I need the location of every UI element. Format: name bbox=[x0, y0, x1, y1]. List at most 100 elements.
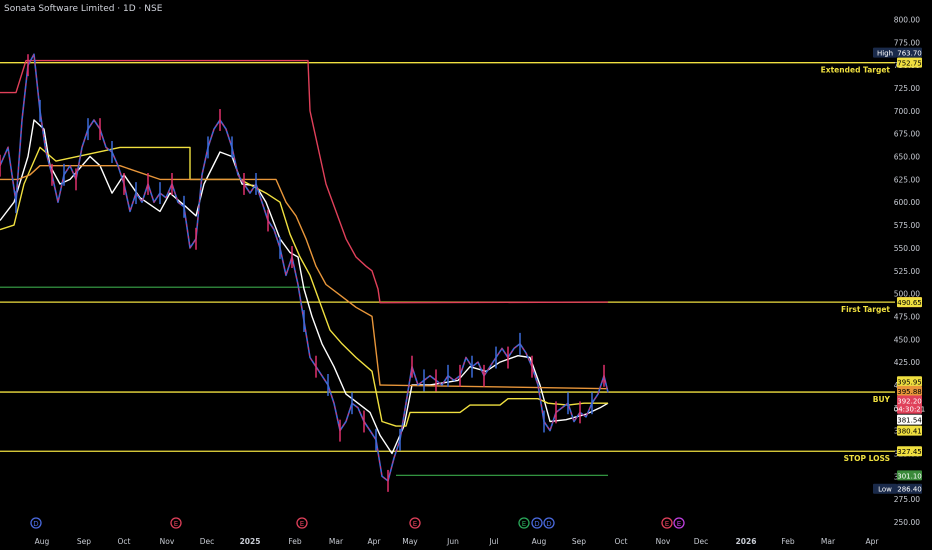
level-label: First Target bbox=[841, 305, 890, 314]
price-badge-tag: High bbox=[877, 50, 893, 58]
event-marker-letter: D bbox=[33, 520, 38, 528]
event-marker-letter: E bbox=[174, 520, 178, 528]
x-axis: Aug Sep Oct Nov Dec 2025 Feb Mar Apr May Jun Jul Aug… bbox=[35, 537, 880, 546]
event-marker-ring bbox=[531, 517, 543, 529]
x-tick-label: Mar bbox=[329, 537, 344, 546]
x-tick-label: Sep bbox=[572, 537, 586, 546]
event-marker-letter: E bbox=[522, 520, 526, 528]
event-marker-ring bbox=[170, 517, 182, 529]
price-badge-bg bbox=[897, 297, 922, 308]
price-badge-value: 763.70 bbox=[897, 50, 922, 58]
price-badge-value: 392.20 bbox=[897, 397, 922, 405]
event-marker[interactable]: D bbox=[531, 517, 543, 529]
event-marker-ring bbox=[409, 517, 421, 529]
x-tick-label: Feb bbox=[781, 537, 795, 546]
price-badge-value: 395.88 bbox=[897, 388, 922, 396]
y-tick-label: 600.00 bbox=[894, 198, 920, 207]
event-marker-ring bbox=[296, 517, 308, 529]
y-tick-label: 675.00 bbox=[894, 130, 920, 139]
price-badge: 327.45 bbox=[897, 446, 922, 457]
indicator-line-white bbox=[0, 119, 609, 455]
price-badge: 381.54 bbox=[897, 414, 922, 425]
event-marker[interactable]: E bbox=[673, 517, 685, 529]
event-marker-letter: E bbox=[300, 520, 304, 528]
y-tick-label: 550.00 bbox=[894, 244, 920, 253]
price-badge: Low 286.40 bbox=[873, 483, 922, 494]
x-tick-label: 2025 bbox=[240, 537, 261, 546]
event-marker-ring bbox=[673, 517, 685, 529]
event-marker-letter: E bbox=[413, 520, 417, 528]
event-marker[interactable]: E bbox=[296, 517, 308, 529]
price-badge: 04:30:21 bbox=[894, 403, 925, 414]
x-tick-label: Apr bbox=[866, 537, 880, 546]
price-badge-value: 381.54 bbox=[897, 417, 922, 425]
price-badge-tag-bg bbox=[873, 483, 897, 494]
y-tick-label: 625.00 bbox=[894, 175, 920, 184]
indicator-lines bbox=[0, 59, 609, 455]
x-tick-label: Nov bbox=[656, 537, 671, 546]
event-marker[interactable]: E bbox=[661, 517, 673, 529]
level-label: Extended Target bbox=[821, 66, 891, 75]
event-marker[interactable]: E bbox=[170, 517, 182, 529]
x-tick-label: Oct bbox=[118, 537, 131, 546]
x-tick-label: Oct bbox=[615, 537, 628, 546]
event-marker-letter: E bbox=[677, 520, 681, 528]
y-tick-label: 525.00 bbox=[894, 267, 920, 276]
price-series bbox=[0, 52, 609, 492]
y-tick-label: 475.00 bbox=[894, 312, 920, 321]
price-badge: 752.75 bbox=[897, 57, 922, 68]
price-badge-value: 380.41 bbox=[897, 428, 922, 436]
x-tick-label: Nov bbox=[160, 537, 175, 546]
x-tick-label: Aug bbox=[532, 537, 547, 546]
y-tick-label: 700.00 bbox=[894, 107, 920, 116]
level-lines: Extended Target First Target BUY STOP LOSS bbox=[0, 62, 895, 476]
price-badge-bg bbox=[897, 414, 922, 425]
price-badge-bg bbox=[897, 470, 922, 481]
level-label: BUY bbox=[873, 395, 891, 404]
x-tick-label: Feb bbox=[288, 537, 302, 546]
event-marker-letter: E bbox=[665, 520, 669, 528]
price-badge: 301.10 bbox=[897, 470, 922, 481]
y-tick-label: 725.00 bbox=[894, 84, 920, 93]
y-tick-label: 275.00 bbox=[894, 495, 920, 504]
price-badge-tag: Low bbox=[878, 486, 892, 494]
x-tick-label: May bbox=[402, 537, 418, 546]
event-marker[interactable]: E bbox=[518, 517, 530, 529]
price-badge-bg bbox=[897, 425, 922, 436]
price-badge: 490.65 bbox=[897, 297, 922, 308]
event-marker[interactable]: E bbox=[409, 517, 421, 529]
event-marker-ring bbox=[661, 517, 673, 529]
x-tick-label: Sep bbox=[77, 537, 91, 546]
x-tick-label: Dec bbox=[694, 537, 709, 546]
price-badge-value: 301.10 bbox=[897, 472, 922, 480]
y-tick-label: 775.00 bbox=[894, 38, 920, 47]
price-badge: High 763.70 bbox=[873, 47, 922, 58]
indicator-line-orange bbox=[0, 164, 609, 390]
y-tick-label: 425.00 bbox=[894, 358, 920, 367]
price-badge-bg bbox=[897, 57, 922, 68]
event-marker[interactable]: D bbox=[543, 517, 555, 529]
price-badge-bg bbox=[897, 47, 922, 58]
price-badge: 395.95 bbox=[897, 376, 922, 387]
price-badge: 392.20 bbox=[897, 395, 922, 406]
price-badge-bg bbox=[897, 483, 922, 494]
price-badge-value: 490.65 bbox=[897, 299, 922, 307]
event-marker-ring bbox=[518, 517, 530, 529]
y-tick-label: 500.00 bbox=[894, 290, 920, 299]
price-badge: 395.88 bbox=[897, 385, 922, 396]
x-tick-label: Jul bbox=[488, 537, 498, 546]
price-badge-value: 395.95 bbox=[897, 378, 922, 386]
price-badges: High763.70752.75490.67490.65395.95395.88… bbox=[873, 47, 925, 494]
x-tick-label: Jun bbox=[446, 537, 459, 546]
chart-title: Sonata Software Limited · 1D · NSE bbox=[4, 4, 163, 14]
y-tick-label: 450.00 bbox=[894, 335, 920, 344]
price-badge-value: 286.40 bbox=[897, 486, 922, 494]
event-marker-ring bbox=[30, 517, 42, 529]
event-marker[interactable]: D bbox=[30, 517, 42, 529]
indicator-line-yellow bbox=[0, 146, 608, 427]
price-badge-bg bbox=[897, 376, 922, 387]
y-tick-label: 800.00 bbox=[894, 16, 920, 25]
